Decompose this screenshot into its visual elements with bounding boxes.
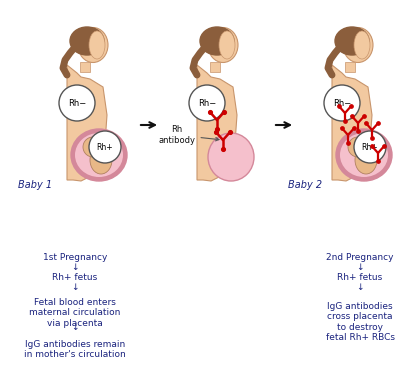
Polygon shape [332, 65, 372, 181]
Text: Baby 2: Baby 2 [288, 180, 322, 190]
Circle shape [324, 85, 360, 121]
Ellipse shape [335, 27, 369, 55]
Ellipse shape [90, 146, 112, 174]
Text: Rh−: Rh− [68, 99, 86, 108]
Circle shape [59, 85, 95, 121]
Circle shape [89, 131, 121, 163]
Text: 1st Pregnancy: 1st Pregnancy [43, 253, 107, 262]
Text: Rh−: Rh− [333, 99, 351, 108]
Ellipse shape [71, 129, 127, 181]
Bar [80, 62, 90, 72]
Ellipse shape [78, 28, 108, 63]
Ellipse shape [208, 133, 254, 181]
Ellipse shape [343, 28, 373, 63]
Ellipse shape [208, 28, 238, 63]
Text: Baby 1: Baby 1 [18, 180, 52, 190]
Bar [345, 62, 355, 72]
Ellipse shape [355, 146, 377, 174]
Circle shape [348, 137, 368, 157]
Ellipse shape [354, 31, 370, 59]
Ellipse shape [219, 31, 235, 59]
Text: Rh+: Rh+ [97, 143, 113, 152]
Polygon shape [197, 65, 237, 181]
Circle shape [354, 131, 386, 163]
Text: ↓: ↓ [71, 263, 79, 272]
Ellipse shape [340, 133, 388, 177]
Text: IgG antibodies remain
in mother's circulation: IgG antibodies remain in mother's circul… [24, 340, 126, 359]
Bar [210, 62, 220, 72]
Text: Rh+ fetus: Rh+ fetus [52, 273, 98, 282]
Ellipse shape [89, 31, 105, 59]
Text: Rh+: Rh+ [362, 143, 378, 152]
Ellipse shape [75, 133, 123, 177]
Text: Rh−: Rh− [198, 99, 216, 108]
Text: ↓: ↓ [356, 263, 364, 272]
Text: Fetal blood enters
maternal circulation
via placenta: Fetal blood enters maternal circulation … [29, 298, 121, 328]
Circle shape [83, 137, 103, 157]
Circle shape [189, 85, 225, 121]
Text: ↓: ↓ [71, 323, 79, 332]
Text: IgG antibodies
cross placenta
to destroy
fetal Rh+ RBCs: IgG antibodies cross placenta to destroy… [326, 302, 395, 342]
Text: ↓: ↓ [356, 283, 364, 292]
Text: 2nd Pregnancy: 2nd Pregnancy [326, 253, 394, 262]
Text: Rh
antibody: Rh antibody [158, 125, 219, 145]
Text: ↓: ↓ [71, 283, 79, 292]
Text: Rh+ fetus: Rh+ fetus [337, 273, 383, 282]
Ellipse shape [336, 129, 392, 181]
Ellipse shape [70, 27, 104, 55]
Ellipse shape [200, 27, 234, 55]
Polygon shape [67, 65, 107, 181]
